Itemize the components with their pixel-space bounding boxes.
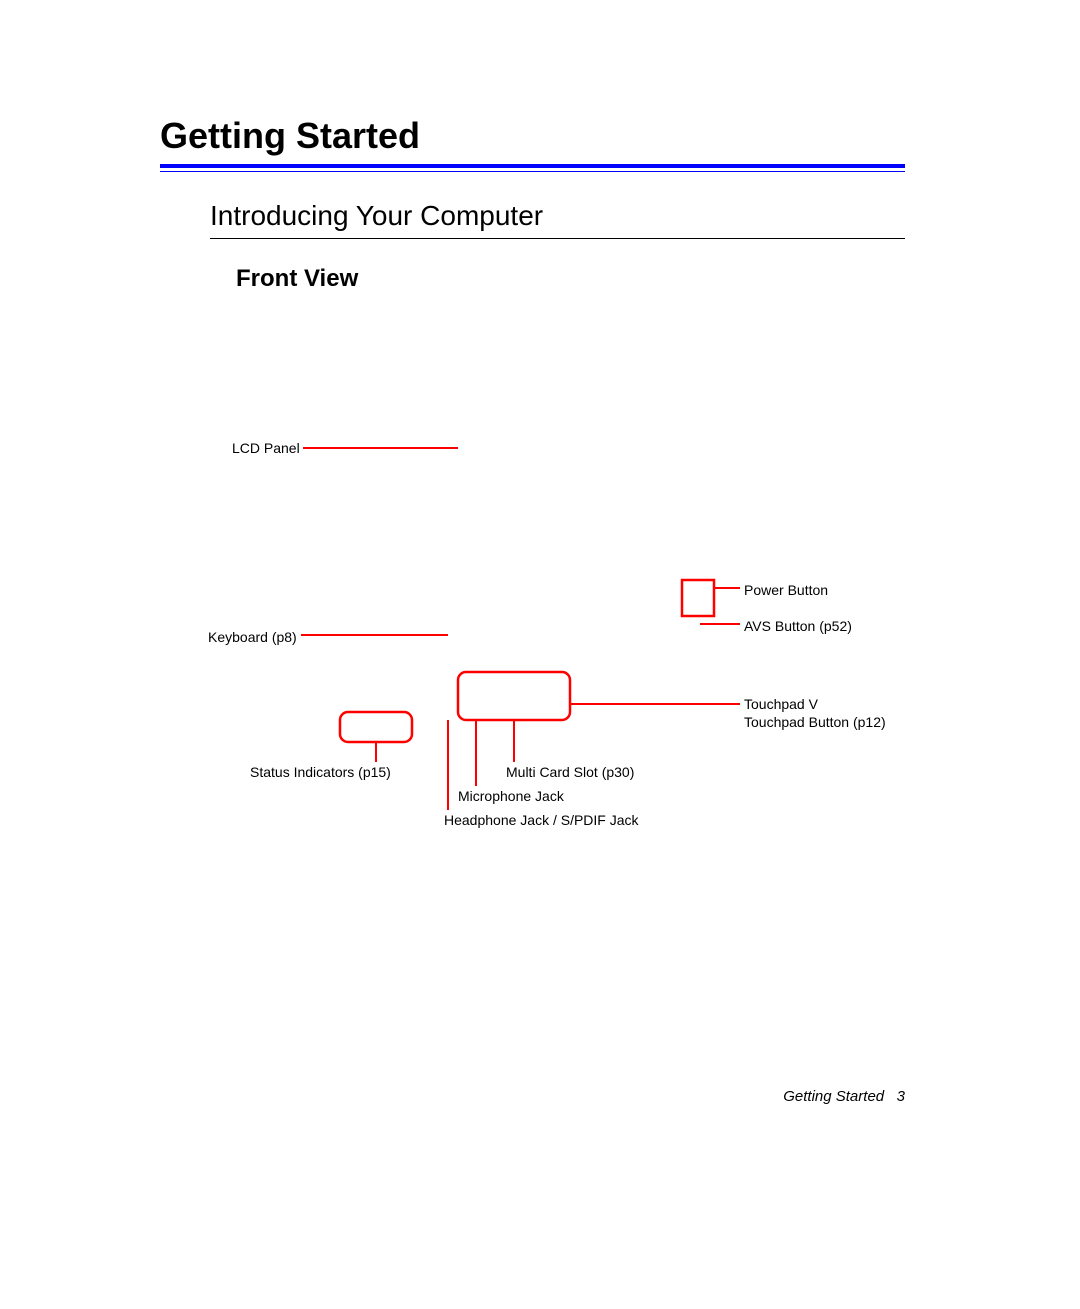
status-indicators-label: Status Indicators (p15) (250, 764, 391, 780)
page-footer: Getting Started 3 (783, 1088, 905, 1105)
avs-button-label: AVS Button (p52) (744, 618, 852, 634)
touchpad-callout-box (458, 672, 570, 720)
power-callout-box (682, 580, 714, 616)
page: Getting Started Introducing Your Compute… (0, 0, 1080, 1309)
power-button-label: Power Button (744, 582, 828, 598)
keyboard-label: Keyboard (p8) (208, 629, 297, 645)
footer-text: Getting Started (783, 1088, 884, 1105)
headphone-jack-label: Headphone Jack / S/PDIF Jack (444, 812, 639, 828)
touchpad-label-line2: Touchpad Button (p12) (744, 714, 886, 730)
footer-page-number: 3 (897, 1088, 905, 1105)
status-callout-box (340, 712, 412, 742)
multi-card-slot-label: Multi Card Slot (p30) (506, 764, 634, 780)
touchpad-label-line1: Touchpad V (744, 696, 818, 712)
lcd-panel-label: LCD Panel (232, 440, 300, 456)
microphone-jack-label: Microphone Jack (458, 788, 564, 804)
